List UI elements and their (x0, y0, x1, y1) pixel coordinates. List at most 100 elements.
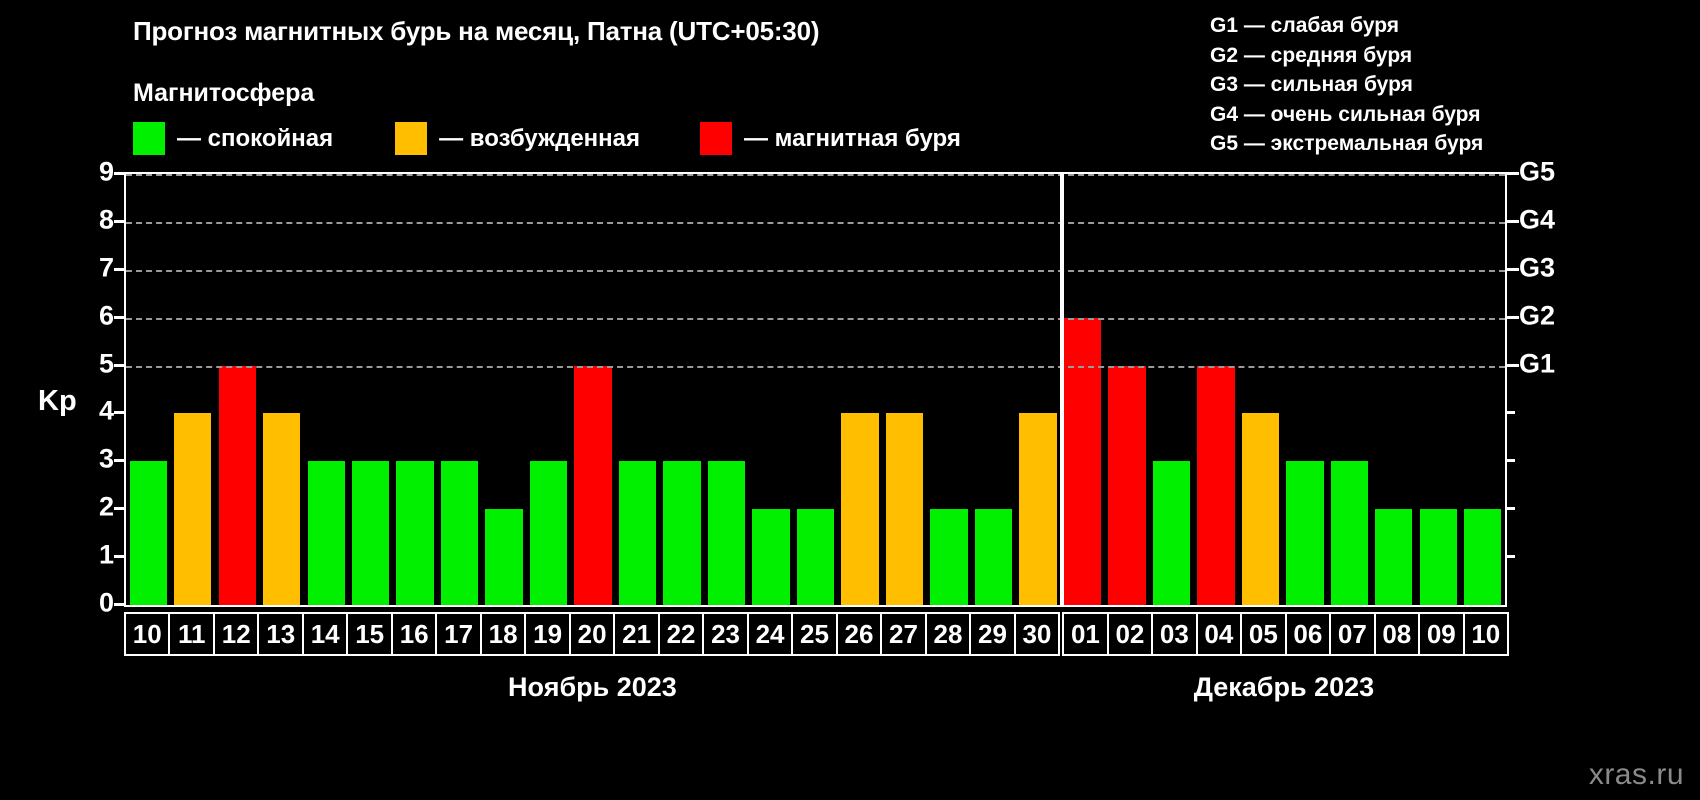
bar-cell[interactable] (348, 174, 392, 605)
bar-11[interactable] (174, 413, 212, 605)
bar-cell[interactable] (126, 174, 170, 605)
day-label-16[interactable]: 16 (390, 612, 438, 656)
bar-cell[interactable] (1194, 174, 1238, 605)
legend-item-calm: — спокойная (133, 122, 333, 155)
bar-cell[interactable] (704, 174, 748, 605)
bar-cell[interactable] (259, 174, 303, 605)
day-label-12[interactable]: 12 (212, 612, 260, 656)
day-label-20[interactable]: 20 (568, 612, 616, 656)
bar-28[interactable] (930, 509, 968, 605)
day-label-29[interactable]: 29 (969, 612, 1016, 656)
bar-cell[interactable] (437, 174, 481, 605)
day-label-26[interactable]: 26 (835, 612, 883, 656)
bar-cell[interactable] (660, 174, 704, 605)
day-label-06[interactable]: 06 (1284, 612, 1332, 656)
bar-08[interactable] (1375, 509, 1413, 605)
bar-cell[interactable] (749, 174, 793, 605)
bar-24[interactable] (752, 509, 790, 605)
bar-cell[interactable] (1283, 174, 1327, 605)
y-tick-label-9: 9 (98, 156, 114, 187)
day-label-08[interactable]: 08 (1373, 612, 1421, 656)
bar-04[interactable] (1197, 365, 1235, 605)
day-label-10[interactable]: 10 (124, 612, 171, 656)
bar-09[interactable] (1419, 509, 1457, 605)
bar-cell[interactable] (1372, 174, 1416, 605)
bar-20[interactable] (574, 365, 612, 605)
day-label-10[interactable]: 10 (1462, 612, 1510, 656)
day-label-22[interactable]: 22 (657, 612, 705, 656)
bar-05[interactable] (1241, 413, 1280, 605)
day-label-02[interactable]: 02 (1106, 612, 1154, 656)
bar-30[interactable] (1019, 413, 1057, 605)
bar-cell[interactable] (1461, 174, 1505, 605)
bar-10[interactable] (129, 461, 167, 605)
bar-cell[interactable] (1327, 174, 1371, 605)
day-label-27[interactable]: 27 (880, 612, 927, 656)
g-scale-legend-g5: G5 — экстремальная буря (1210, 132, 1484, 155)
bar-cell[interactable] (615, 174, 659, 605)
bar-13[interactable] (263, 413, 301, 605)
bar-cell[interactable] (927, 174, 971, 605)
bar-26[interactable] (841, 413, 879, 605)
bar-21[interactable] (618, 461, 657, 605)
day-label-25[interactable]: 25 (791, 612, 838, 656)
bar-cell[interactable] (838, 174, 882, 605)
day-label-03[interactable]: 03 (1151, 612, 1198, 656)
bar-18[interactable] (485, 509, 523, 605)
day-label-05[interactable]: 05 (1240, 612, 1287, 656)
bar-cell[interactable] (1149, 174, 1193, 605)
bar-cell[interactable] (526, 174, 570, 605)
bar-cell[interactable] (971, 174, 1015, 605)
bar-cell[interactable] (304, 174, 348, 605)
bar-02[interactable] (1108, 365, 1146, 605)
day-label-28[interactable]: 28 (924, 612, 972, 656)
bar-10[interactable] (1464, 509, 1502, 605)
day-label-13[interactable]: 13 (257, 612, 304, 656)
bar-22[interactable] (663, 461, 701, 605)
day-label-23[interactable]: 23 (702, 612, 749, 656)
bar-cell[interactable] (1016, 174, 1060, 605)
day-label-01[interactable]: 01 (1062, 612, 1109, 656)
day-label-19[interactable]: 19 (524, 612, 571, 656)
bar-cell[interactable] (1416, 174, 1460, 605)
bar-cell[interactable] (882, 174, 926, 605)
bar-29[interactable] (974, 509, 1013, 605)
day-label-09[interactable]: 09 (1418, 612, 1465, 656)
day-label-18[interactable]: 18 (479, 612, 527, 656)
bar-23[interactable] (707, 461, 746, 605)
day-label-17[interactable]: 17 (435, 612, 482, 656)
bar-27[interactable] (885, 413, 924, 605)
legend-item-storm: — магнитная буря (700, 122, 961, 155)
day-label-14[interactable]: 14 (301, 612, 349, 656)
bar-15[interactable] (351, 461, 390, 605)
bar-cell[interactable] (1060, 174, 1104, 605)
bar-cell[interactable] (482, 174, 526, 605)
day-label-04[interactable]: 04 (1195, 612, 1243, 656)
day-label-11[interactable]: 11 (168, 612, 215, 656)
day-label-30[interactable]: 30 (1013, 612, 1061, 656)
bar-cell[interactable] (1238, 174, 1282, 605)
bar-14[interactable] (307, 461, 345, 605)
bar-07[interactable] (1330, 461, 1368, 605)
bar-cell[interactable] (170, 174, 214, 605)
day-label-21[interactable]: 21 (613, 612, 660, 656)
bar-01[interactable] (1063, 317, 1102, 605)
bar-16[interactable] (396, 461, 434, 605)
gridline-kp-6 (126, 317, 1505, 320)
bar-17[interactable] (440, 461, 479, 605)
day-label-15[interactable]: 15 (346, 612, 393, 656)
bar-cell[interactable] (1105, 174, 1149, 605)
day-label-07[interactable]: 07 (1329, 612, 1376, 656)
bar-03[interactable] (1152, 461, 1191, 605)
bar-cell[interactable] (393, 174, 437, 605)
bar-19[interactable] (529, 461, 568, 605)
bar-25[interactable] (796, 509, 835, 605)
bar-cell[interactable] (215, 174, 259, 605)
bar-06[interactable] (1286, 461, 1324, 605)
day-label-24[interactable]: 24 (746, 612, 794, 656)
bar-cell[interactable] (793, 174, 837, 605)
bar-12[interactable] (218, 365, 256, 605)
month-label-1: Ноябрь 2023 (508, 672, 677, 702)
y-tick-mark-1 (114, 555, 124, 559)
bar-cell[interactable] (571, 174, 615, 605)
